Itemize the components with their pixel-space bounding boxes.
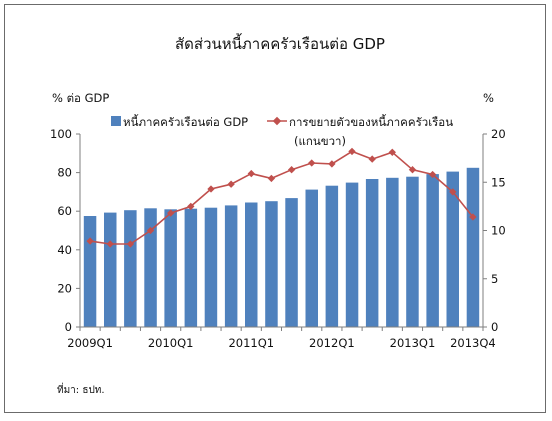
bar [164, 209, 177, 327]
bar [446, 171, 459, 327]
chart-canvas: สัดส่วนหนี้ภาคครัวเรือนต่อ GDP % ต่อ GDP… [50, 33, 506, 396]
bar [345, 182, 359, 327]
left-tick-label: 60 [57, 204, 72, 218]
growth-point [86, 237, 94, 245]
growth-point [146, 226, 155, 235]
x-tick-label: 2013Q4 [450, 336, 496, 350]
bar [245, 202, 258, 327]
bar [285, 198, 298, 327]
left-tick-label: 40 [57, 243, 72, 257]
growth-point [469, 213, 477, 221]
x-tick-label: 2011Q1 [228, 336, 274, 350]
bar [466, 167, 480, 327]
bar [365, 179, 379, 327]
growth-point [247, 169, 255, 178]
growth-point [328, 160, 336, 168]
left-axis-label: % ต่อ GDP [52, 91, 109, 105]
growth-point [267, 174, 276, 183]
growth-point [368, 155, 376, 163]
growth-point [308, 159, 316, 167]
bar [426, 174, 439, 327]
bar [325, 185, 339, 327]
left-tick-label: 80 [57, 166, 72, 180]
bar [406, 176, 419, 327]
growth-point [287, 166, 296, 174]
bar [124, 210, 137, 327]
right-axis-label: % [483, 91, 494, 105]
plot-area: 0 20 40 60 80 100 0 5 10 15 20 2009Q1 2010Q1 2011Q1 20… [50, 127, 506, 350]
growth-point [106, 240, 114, 248]
growth-point [348, 147, 356, 156]
right-tick-label: 15 [491, 175, 506, 189]
bar [204, 207, 218, 327]
chart-frame: สัดส่วนหนี้ภาคครัวเรือนต่อ GDP % ต่อ GDP… [4, 4, 546, 413]
bar [386, 177, 399, 327]
bar [305, 189, 318, 327]
legend-bar-swatch [111, 116, 121, 126]
growth-point [428, 170, 437, 179]
right-tick-label: 20 [491, 127, 506, 141]
bar [224, 205, 238, 327]
x-tick-label: 2012Q1 [309, 336, 355, 350]
bar [184, 208, 198, 327]
growth-point [207, 185, 215, 193]
left-tick-label: 0 [65, 320, 72, 334]
bar [104, 212, 117, 327]
left-tick-label: 100 [50, 127, 72, 141]
growth-line [89, 150, 474, 245]
source-note: ที่มา: ธปท. [57, 382, 105, 396]
x-tick-label: 2009Q1 [67, 336, 113, 350]
bar [83, 216, 97, 327]
chart-title: สัดส่วนหนี้ภาคครัวเรือนต่อ GDP [175, 33, 385, 53]
x-tick-label: 2010Q1 [148, 336, 194, 350]
legend-bar-label: หนี้ภาคครัวเรือนต่อ GDP [123, 114, 248, 129]
bar [265, 201, 278, 327]
right-tick-label: 10 [491, 224, 506, 238]
left-tick-label: 20 [57, 281, 72, 295]
legend-line-marker [272, 116, 282, 126]
growth-point [227, 180, 235, 188]
x-tick-label: 2013Q1 [390, 336, 436, 350]
legend: หนี้ภาคครัวเรือนต่อ GDP การขยายตัวของหนี… [111, 114, 457, 148]
right-tick-label: 5 [491, 272, 498, 286]
bar [144, 208, 157, 327]
legend-line-label: การขยายตัวของหนี้ภาคครัวเรือน (แกนขวา) [289, 114, 457, 148]
right-tick-label: 0 [491, 320, 498, 334]
